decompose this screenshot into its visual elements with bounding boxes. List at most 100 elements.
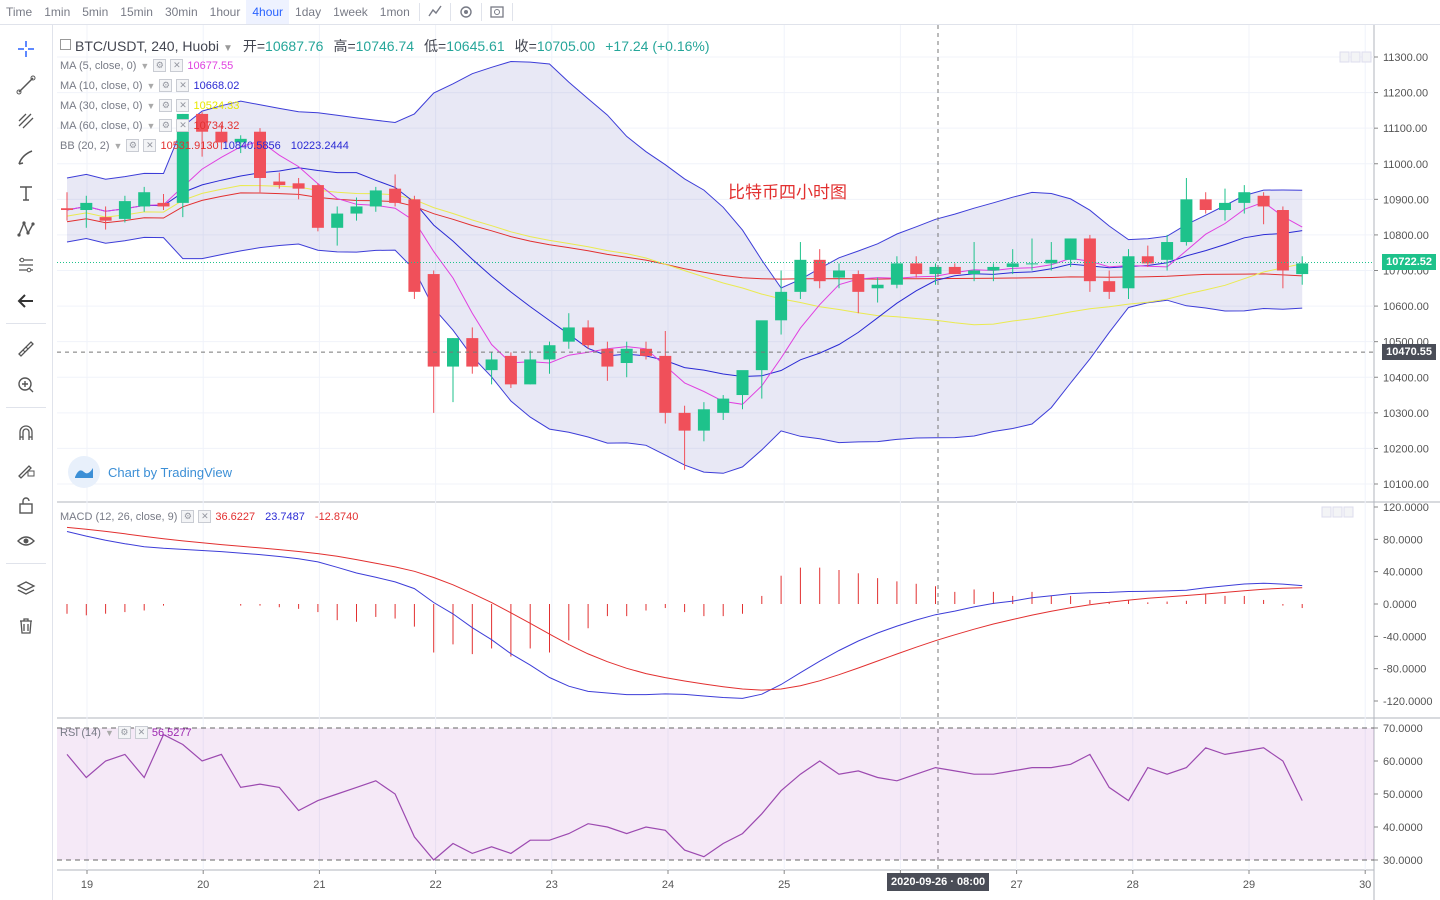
chart-annotation[interactable]: 比特币四小时图 (728, 183, 847, 202)
timeframe-1week[interactable]: 1week (333, 5, 368, 19)
ma30-value: 10524.33 (193, 99, 240, 112)
trash-icon[interactable] (12, 611, 40, 639)
macd-axis-label: 120.0000 (1383, 502, 1429, 514)
macd-legend[interactable]: MACD (12, 26, close, 9) ⚙ ✕ 36.6227 23.74… (60, 510, 358, 523)
dropdown-caret-icon[interactable]: ▼ (146, 120, 156, 131)
time-axis-label: 28 (1127, 879, 1139, 891)
timeframe-1hour[interactable]: 1hour (209, 5, 241, 19)
low-label: 低= (424, 38, 447, 54)
bb-basis-value: 10531.9130 (160, 139, 219, 152)
chart-type-icon[interactable] (423, 0, 447, 24)
timeframe-1mon[interactable]: 1mon (379, 5, 410, 19)
dropdown-caret-icon[interactable]: ▼ (146, 80, 156, 91)
settings-icon[interactable]: ⚙ (159, 119, 173, 132)
dropdown-caret-icon[interactable]: ▼ (146, 100, 156, 111)
rsi-axis-label: 60.0000 (1383, 756, 1423, 768)
price-axis-label: 11100.00 (1383, 123, 1427, 135)
settings-icon[interactable]: ⚙ (159, 99, 173, 112)
macd-axis-label: 80.0000 (1383, 534, 1423, 546)
crosshair-icon[interactable] (12, 35, 40, 63)
brush-icon[interactable] (12, 143, 40, 171)
timeframe-1min[interactable]: 1min (44, 5, 71, 19)
bb-legend[interactable]: BB (20, 2) ▼ ⚙ ✕ 10531.9130 10840.5856 102… (60, 139, 349, 152)
settings-icon[interactable]: ⚙ (153, 59, 167, 72)
candle-body (1219, 202, 1231, 211)
price-axis-label: 10400.00 (1383, 372, 1429, 384)
candle-body (196, 113, 209, 132)
candle-body (118, 201, 131, 219)
settings-icon[interactable]: ⚙ (159, 79, 173, 92)
candle-body (1103, 281, 1116, 292)
ma5-legend[interactable]: MA (5, close, 0) ▼ ⚙ ✕ 10677.55 (60, 59, 233, 72)
time-axis-label: 22 (429, 879, 441, 891)
macd-signal-line (66, 526, 1303, 691)
bb-label: BB (20, 2) (60, 139, 110, 152)
ma5-label: MA (5, close, 0) (60, 59, 137, 72)
trend-line-icon[interactable] (12, 71, 40, 99)
magnet-icon[interactable] (12, 419, 40, 447)
layers-icon[interactable] (12, 575, 40, 603)
symbol-title[interactable]: BTC/USDT, 240, Huobi (75, 38, 219, 54)
price-axis-label: 10200.00 (1383, 443, 1429, 455)
rsi-legend[interactable]: RSI (14) ▼ ⚙ ✕ 56.5277 (60, 726, 192, 739)
close-icon[interactable]: ✕ (176, 79, 190, 92)
price-axis-label: 11200.00 (1383, 88, 1428, 100)
ma60-legend[interactable]: MA (60, close, 0) ▼ ⚙ ✕ 10734.32 (60, 119, 239, 132)
candle-body (1257, 195, 1270, 207)
dropdown-caret-icon[interactable]: ▼ (113, 140, 123, 151)
close-icon[interactable]: ✕ (170, 59, 184, 72)
collapse-icon[interactable] (60, 39, 71, 50)
time-axis-label: 21 (313, 879, 325, 891)
candle-body (427, 274, 440, 367)
candle-body (659, 355, 672, 413)
indicator-settings-icon[interactable] (454, 0, 478, 24)
settings-icon[interactable]: ⚙ (117, 726, 131, 739)
timeframe-1day[interactable]: 1day (295, 5, 322, 19)
bollinger-band-fill (67, 61, 1303, 474)
timeframe-30min[interactable]: 30min (164, 5, 198, 19)
lock-drawing-icon[interactable] (12, 455, 40, 483)
text-icon[interactable] (12, 179, 40, 207)
price-axis-label: 10900.00 (1383, 194, 1429, 206)
ma60-line (66, 192, 1303, 280)
macd-line-value: 23.7487 (265, 510, 305, 523)
close-icon[interactable]: ✕ (176, 99, 190, 112)
close-icon[interactable]: ✕ (198, 510, 212, 523)
dropdown-caret-icon[interactable]: ▼ (140, 60, 150, 71)
unlock-icon[interactable] (12, 491, 40, 519)
back-arrow-icon[interactable] (12, 287, 40, 315)
candle-body (176, 113, 189, 203)
ma30-legend[interactable]: MA (30, close, 0) ▼ ⚙ ✕ 10524.33 (60, 99, 239, 112)
ruler-icon[interactable] (12, 335, 40, 363)
time-axis-label: 30 (1359, 879, 1371, 891)
timeframe-5min[interactable]: 5min (82, 5, 109, 19)
settings-icon[interactable]: ⚙ (181, 510, 195, 523)
close-icon[interactable]: ✕ (176, 119, 190, 132)
close-icon[interactable]: ✕ (143, 139, 157, 152)
candle-body (582, 327, 595, 346)
ma10-legend[interactable]: MA (10, close, 0) ▼ ⚙ ✕ 10668.02 (60, 79, 239, 92)
candle-body (447, 338, 459, 367)
candle-body (1122, 256, 1135, 289)
open-label: 开= (242, 38, 266, 54)
tradingview-watermark[interactable]: Chart by TradingView (68, 456, 232, 488)
time-axis-label: 19 (81, 879, 93, 891)
timeframe-15min[interactable]: 15min (120, 5, 153, 19)
price-axis-label: 10800.00 (1383, 230, 1429, 242)
screenshot-icon[interactable] (485, 0, 509, 24)
timeframe-time[interactable]: Time (6, 5, 33, 19)
candle-body (601, 348, 614, 367)
pattern-icon[interactable] (12, 215, 40, 243)
close-icon[interactable]: ✕ (134, 726, 148, 739)
dropdown-caret-icon[interactable]: ▼ (222, 43, 233, 54)
dropdown-caret-icon[interactable]: ▼ (104, 727, 114, 738)
zoom-in-icon[interactable] (12, 371, 40, 399)
settings-icon[interactable]: ⚙ (126, 139, 140, 152)
fib-icon[interactable] (12, 107, 40, 135)
close-value: 10705.00 (536, 38, 596, 54)
timeframe-4hour[interactable]: 4hour (246, 0, 290, 24)
eye-icon[interactable] (12, 527, 40, 555)
high-label: 高= (333, 38, 356, 54)
prediction-icon[interactable] (12, 251, 40, 279)
